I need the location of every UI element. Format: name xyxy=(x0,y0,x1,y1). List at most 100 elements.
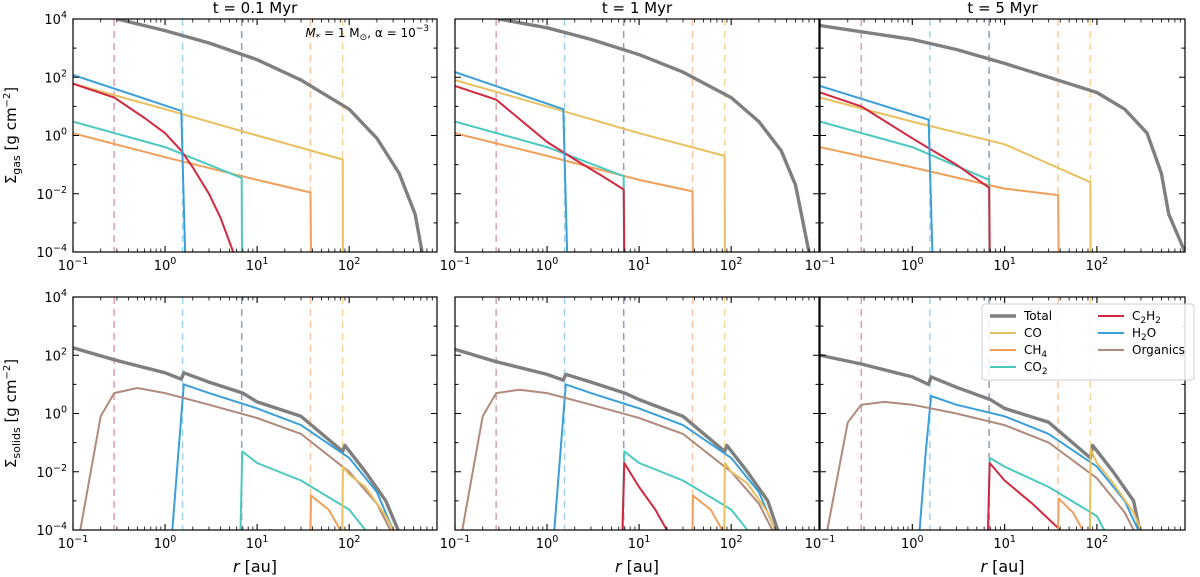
series-group xyxy=(73,19,424,252)
x-ticks: 10−1 100 101 102 xyxy=(805,19,1186,274)
x-ticks: 10−1 100 101 102 xyxy=(440,297,820,552)
series-total-line xyxy=(455,347,780,530)
series-co2-line xyxy=(73,120,243,252)
series-co-line xyxy=(341,465,394,530)
x-tick-label: 102 xyxy=(338,534,361,552)
series-co-line xyxy=(723,462,777,530)
x-ticks: 10−1 100 101 102 xyxy=(58,19,438,274)
parameter-annotation: M* = 1 M⊙, α = 10−3 xyxy=(305,24,429,43)
x-tick-label: 102 xyxy=(720,534,743,552)
y-tick-label: 102 xyxy=(44,346,67,364)
y-tick-label: 100 xyxy=(44,405,67,423)
legend-item-co2: CO2 xyxy=(1024,360,1048,377)
y-ticks: 104 102 100 10−2 10−4 xyxy=(36,288,437,539)
y-tick-label: 10−2 xyxy=(36,463,67,481)
y-tick-label: 102 xyxy=(44,68,67,86)
x-tick-label: 10−1 xyxy=(440,534,471,552)
x-tick-label: 100 xyxy=(536,256,559,274)
x-tick-label: 10−1 xyxy=(440,256,471,274)
series-c2h2-line xyxy=(621,462,668,530)
y-tick-label: 10−4 xyxy=(36,521,67,539)
x-tick-label: 100 xyxy=(154,534,177,552)
x-tick-label: 100 xyxy=(154,256,177,274)
legend-item-h2o: H2O xyxy=(1132,326,1156,343)
snowlines xyxy=(495,19,726,252)
snowlines xyxy=(495,297,726,530)
y-ticks xyxy=(455,296,819,531)
x-tick-label: 100 xyxy=(901,534,924,552)
series-c2h2-line xyxy=(455,85,626,252)
series-co2-line xyxy=(239,450,367,530)
y-ticks xyxy=(455,18,819,253)
y-tick-label: 104 xyxy=(44,10,67,28)
series-organics-line xyxy=(826,400,1135,530)
x-tick-label: 101 xyxy=(993,256,1016,274)
series-total-line xyxy=(116,19,424,252)
series-group xyxy=(455,19,811,252)
x-tick-label: 101 xyxy=(993,534,1016,552)
series-c2h2-line xyxy=(820,91,991,252)
column-titles: t = 0.1 Myr t = 1 Myr t = 5 Myr xyxy=(213,0,1039,17)
x-tick-label: 102 xyxy=(1086,534,1109,552)
y-ticks: 104 102 100 10−2 10−4 xyxy=(36,10,437,261)
y-ticks xyxy=(820,18,1185,253)
x-tick-label: 10−1 xyxy=(805,256,836,274)
series-h2o-line xyxy=(171,383,395,530)
x-ticks: 10−1 100 101 102 xyxy=(805,297,1186,552)
x-tick-label: 101 xyxy=(246,256,269,274)
legend-item-total: Total xyxy=(1023,309,1052,323)
x-tick-label: 101 xyxy=(628,256,651,274)
series-h2o-line xyxy=(73,73,187,252)
series-group xyxy=(73,346,400,530)
x-axis-title: r [au] xyxy=(233,557,277,576)
series-organics-line xyxy=(461,388,774,530)
legend-item-organics: Organics xyxy=(1132,343,1185,357)
series-co2-line xyxy=(987,456,1106,530)
series-total-line xyxy=(820,23,1185,252)
snowlines xyxy=(113,297,344,530)
column-title-0: t = 0.1 Myr xyxy=(213,0,298,17)
row-label-1: Σsolids [g cm−2] xyxy=(2,359,23,468)
series-h2o-line xyxy=(553,383,777,530)
y-tick-label: 10−4 xyxy=(36,243,67,261)
series-ch4-line xyxy=(691,494,724,530)
series-total-line xyxy=(498,19,811,252)
series-organics-line xyxy=(79,387,392,530)
y-tick-label: 100 xyxy=(44,127,67,145)
series-co-line xyxy=(73,82,344,252)
series-group xyxy=(455,347,780,530)
series-group xyxy=(820,23,1185,252)
x-tick-label: 10−1 xyxy=(58,534,89,552)
x-tick-label: 101 xyxy=(628,534,651,552)
x-ticks: 10−1 100 101 102 xyxy=(440,19,820,274)
axes-frame xyxy=(819,18,1186,253)
column-title-2: t = 5 Myr xyxy=(967,0,1038,17)
x-tick-label: 102 xyxy=(338,256,361,274)
x-axis-title: r [au] xyxy=(980,557,1024,576)
series-ch4-line xyxy=(309,494,342,530)
x-tick-label: 10−1 xyxy=(58,256,89,274)
panels: 10−1 100 101 102 104 102 100 10−2 10−4 M* = 1 M⊙,… xyxy=(36,10,1195,576)
series-co-line xyxy=(1088,448,1142,530)
panel-solids-0: 10−1 100 101 102 104 102 100 10−2 10−4 r [au] xyxy=(36,288,438,576)
series-ch4-line xyxy=(1057,497,1084,530)
series-group xyxy=(820,353,1142,530)
series-h2o-line xyxy=(820,85,934,252)
x-axis-title: r [au] xyxy=(615,557,659,576)
series-h2o-line xyxy=(455,71,569,252)
series-c2h2-line xyxy=(73,82,235,252)
row-labels: Σgas [g cm−2] Σsolids [g cm−2] xyxy=(2,87,23,468)
row-label-0: Σgas [g cm−2] xyxy=(2,87,23,184)
x-tick-label: 102 xyxy=(720,256,743,274)
series-total-line xyxy=(73,346,400,530)
x-ticks: 10−1 100 101 102 xyxy=(58,297,438,552)
column-title-1: t = 1 Myr xyxy=(602,0,673,17)
y-tick-label: 10−2 xyxy=(36,185,67,203)
panel-gas-1: 10−1 100 101 102 xyxy=(440,18,820,274)
series-co2-line xyxy=(455,120,625,252)
x-tick-label: 100 xyxy=(536,534,559,552)
legend-item-co: CO xyxy=(1024,326,1042,340)
series-co-line xyxy=(820,96,1092,252)
panel-gas-0: 10−1 100 101 102 104 102 100 10−2 10−4 M* = 1 M⊙,… xyxy=(36,10,438,274)
